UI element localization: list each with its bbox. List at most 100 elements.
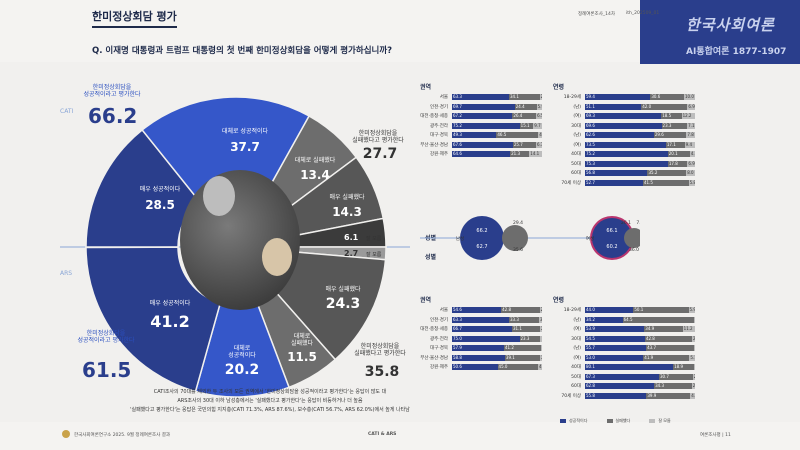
bar-row: 75.220.14.7 (585, 151, 695, 157)
bar-segment: 30.7 (659, 373, 693, 380)
person-face-right (262, 238, 292, 276)
bar-segment: 0.6 (694, 345, 695, 351)
bar-segment: 14.1 (529, 151, 542, 157)
slice-value: 2.7 (344, 249, 359, 258)
bar-segment: 1.3 (693, 316, 695, 323)
bar-row: 67.226.46.5 (452, 113, 542, 119)
bar-segment: 23.3 (519, 335, 541, 342)
bar-segment: 56.8 (585, 170, 648, 176)
bar-segment: 5.9 (536, 103, 542, 110)
bar-segment: 11.2 (682, 326, 695, 332)
bar-segment: 5.8 (688, 179, 695, 186)
legend: 성공적이다 실패했다 잘 모름 (560, 410, 685, 429)
bubble-male-fail (502, 225, 528, 251)
bar-category-label: 광주·전라 (430, 336, 448, 342)
bar-category-label: 18-29세 (563, 308, 581, 313)
bar-row: 62.834.32.9 (585, 383, 695, 389)
bar-category-label: 대구·경북 (430, 346, 448, 351)
bar-segment: 4.3 (690, 392, 695, 399)
survey-question: Q. 이재명 대통령과 트럼프 대통령의 첫 번째 한미정상회담을 어떻게 평가… (92, 46, 393, 56)
bar-segment: 34.3 (654, 383, 692, 389)
bar-row: 50.645.04.4 (452, 364, 542, 370)
cati-positive-value: 66.2 (88, 104, 138, 128)
bar-segment: 34.2 (585, 316, 623, 323)
slice-label: 한미정상회담을 실패했다고 평가한다 (354, 343, 406, 357)
bar-category-label: 60대 (571, 171, 581, 176)
bar-segment: 9.4 (684, 141, 695, 148)
bar-row: 55.839.94.3 (585, 392, 695, 399)
bar-category-label: 서울 (439, 308, 448, 313)
bar-segment: 63.3 (452, 94, 509, 100)
bar-segment: 45.0 (497, 364, 539, 370)
bar-segment: 53.9 (585, 326, 645, 332)
bar-row: 63.334.12.6 (452, 94, 542, 100)
bar-row: 54.642.82.6 (452, 307, 542, 313)
bar-segment: 55.7 (585, 345, 647, 351)
bar-segment: 2.2 (540, 326, 542, 332)
bar-category-label: 50대 (571, 161, 581, 167)
bar-segment: 54.6 (452, 307, 502, 313)
bar-row: 69.724.45.9 (452, 103, 542, 110)
bubble-female-success-inner (592, 218, 632, 258)
bar-row: 73.5 17.1 9.4 (585, 141, 695, 148)
method-cati-label: CATI (60, 108, 74, 115)
slice-value: 28.5 (145, 198, 175, 212)
bubble-value: 60.2 (606, 244, 617, 250)
footer (0, 424, 800, 450)
bar-category-label: (남) (573, 317, 581, 323)
bar-row: 59.4 30.6 10.0 (585, 94, 695, 100)
bar-segment: 80.1 (585, 364, 674, 370)
bar-segment: 42.8 (501, 307, 540, 313)
bar-category-label: 대전·충청·세종 (420, 327, 448, 332)
bar-segment: 67.6 (452, 141, 513, 148)
bar-segment: 18.5 (661, 113, 682, 119)
footer-right-text: 여론조사평 | 11 (700, 433, 731, 438)
bar-segment: 34.1 (508, 94, 540, 100)
footer-center-text: CATI & ARS (368, 432, 397, 437)
bar-segment: 41.9 (643, 354, 690, 361)
slice-label: 대체로 성공적이다 (228, 345, 256, 359)
bar-category-label: 60대 (571, 384, 581, 389)
bar-segment: 41.2 (504, 345, 541, 351)
bubble-value: 29.4 (513, 220, 523, 226)
bar-segment: 51.1 (585, 103, 642, 110)
bar-row: 75.023.31.7 (452, 335, 542, 342)
bubble-value: 35.6 (513, 247, 523, 253)
bar-segment: 55.8 (585, 392, 647, 399)
brand-banner-subtitle: AI통합여론 1877-1907 (686, 47, 787, 57)
bar-segment: 7.1 (687, 122, 695, 129)
bar-category-label: 부산·울산·경남 (420, 142, 448, 148)
bubble-value: 36.0 (629, 247, 639, 253)
bar-row: 67.330.72.0 (585, 373, 695, 380)
cati-positive-label: 한미정상회담을 성공적이라고 평가한다 (83, 84, 141, 98)
slice-value: 27.7 (362, 146, 398, 162)
bar-segment: 69.7 (452, 103, 515, 110)
slice-value: 20.2 (224, 362, 260, 378)
footer-logo-icon (62, 430, 70, 438)
legend-swatch-success (560, 418, 566, 423)
bar-segment: 10.0 (683, 94, 695, 100)
bar-segment: 2.0 (692, 373, 695, 380)
panel-title: 권역 (420, 84, 432, 91)
bar-segment: 3.4 (538, 316, 542, 323)
bar-segment: 15.1 (519, 122, 534, 129)
bar-row: 64.6 21.3 14.1 (452, 151, 542, 157)
bubble-value: 62.7 (476, 244, 487, 250)
bar-segment: 52.7 (585, 179, 643, 186)
slice-label: 한미정상회담을 실패했다고 평가한다 (352, 130, 404, 144)
donut-slices (85, 96, 387, 398)
bar-segment: 2.6 (539, 307, 542, 313)
legend-swatch-fail (606, 418, 613, 423)
bar-segment: 2.6 (539, 94, 542, 100)
bar-category-label: 광주·전라 (430, 123, 448, 129)
bubble-value: 26.1 (621, 220, 631, 226)
bar-row: 58.839.12.1 (452, 354, 542, 361)
bar-row: 51.1 42.0 6.9 (585, 103, 695, 110)
slice-value: 24.3 (325, 296, 361, 312)
bar-category-label: (여) (573, 114, 581, 119)
bar-segment: 46.5 (496, 132, 539, 138)
bar-category-label: 인천·경기 (430, 104, 448, 110)
slice-label: 매우 성공적이다 (149, 300, 191, 307)
bar-category-label: 30대 (571, 123, 581, 129)
bar-row: 75.3 17.8 6.9 (585, 160, 695, 167)
